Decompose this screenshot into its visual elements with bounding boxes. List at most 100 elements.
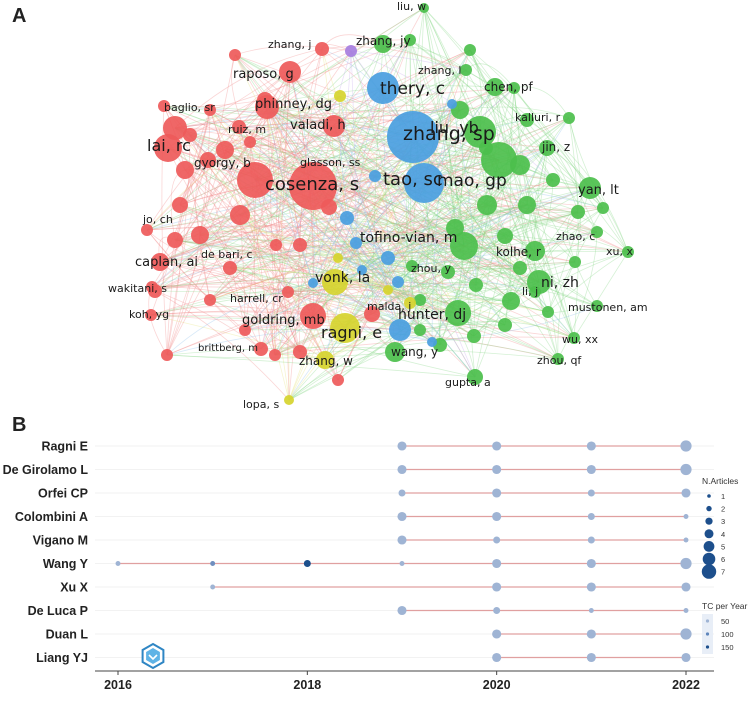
production-point	[586, 558, 596, 569]
network-edge	[189, 134, 246, 331]
node-label: baglio, sr	[164, 101, 215, 114]
network-edge	[224, 149, 326, 361]
network-node-gupta-a	[467, 369, 483, 385]
network-node-zhang-j	[315, 42, 329, 56]
network-edge	[457, 164, 521, 314]
network-edge	[451, 103, 477, 286]
network-edge	[159, 117, 570, 263]
node-label: jo, ch	[142, 213, 173, 226]
network-edge	[387, 231, 598, 259]
network-edge	[146, 229, 262, 350]
node-label: zhou, qf	[537, 354, 582, 367]
network-edge	[254, 154, 500, 181]
network-node-liu-w	[419, 3, 429, 13]
network-edge	[337, 109, 461, 259]
network-edge	[409, 86, 496, 304]
legend-size-label: 5	[721, 542, 725, 551]
network-edge	[439, 291, 536, 346]
network-edge	[274, 244, 301, 353]
network-edge	[229, 87, 515, 269]
network-edge	[339, 95, 401, 331]
network-node-koh-yg	[145, 309, 157, 321]
node-label: zhang, l	[418, 64, 462, 77]
network-edge	[266, 106, 373, 315]
network-edge	[179, 109, 211, 206]
node-label: glasson, ss	[300, 156, 361, 169]
network-edge	[229, 267, 441, 346]
network-edge	[397, 249, 629, 283]
network-edge	[199, 231, 301, 246]
network-edge	[449, 103, 456, 229]
network-edge	[473, 87, 515, 337]
network-edge	[229, 49, 471, 269]
network-edge	[387, 255, 536, 293]
network-edge	[239, 147, 487, 216]
production-point	[397, 605, 407, 616]
legend-size-swatch	[703, 541, 715, 552]
network-edge	[199, 126, 240, 236]
network-edge	[166, 106, 268, 356]
network-edge	[504, 219, 598, 237]
network-node-cosenza-s	[289, 162, 337, 210]
network-edge	[288, 136, 414, 401]
network-node-wang-y	[385, 342, 405, 362]
network-edge	[174, 87, 515, 129]
network-edge	[547, 187, 591, 313]
network-node	[414, 324, 426, 336]
network-node	[546, 173, 560, 187]
network-edge	[324, 281, 540, 361]
network-edge	[244, 269, 363, 331]
network-node	[204, 104, 216, 116]
node-label: liu, w	[397, 0, 426, 13]
network-edge	[159, 261, 314, 317]
network-edge	[346, 217, 449, 273]
network-edge	[474, 147, 548, 378]
author-timeline: Ragni E De Girolamo L Orfei CP Colombini A V…	[3, 440, 748, 693]
network-edge	[287, 283, 421, 301]
network-edge	[229, 267, 506, 326]
network-node-kolhe-r	[525, 241, 545, 261]
network-edge	[387, 187, 591, 291]
network-edge	[321, 48, 336, 283]
network-edge	[350, 50, 467, 71]
network-node-lai-rc	[154, 134, 182, 162]
network-edge	[229, 267, 326, 361]
network-node-caplan-ai	[151, 253, 169, 271]
node-label: raposo, g	[233, 67, 294, 82]
node-label: malda, j	[367, 300, 411, 313]
network-edge	[159, 136, 414, 263]
network-edge	[174, 239, 536, 252]
network-edge	[346, 217, 401, 331]
network-edge	[337, 103, 453, 381]
node-label: valadi, h	[290, 118, 346, 133]
legend-color-label: 100	[721, 630, 734, 639]
network-edge	[151, 286, 314, 317]
network-edge	[337, 257, 477, 286]
network-edge	[154, 290, 512, 302]
network-edge	[328, 147, 487, 208]
network-node-gyorgy-b	[176, 161, 194, 179]
network-edge	[150, 314, 421, 331]
network-edge	[179, 204, 389, 291]
network-edge	[244, 136, 414, 331]
node-label: kolhe, r	[496, 245, 541, 259]
network-node-zhao-c	[591, 226, 603, 238]
network-edge	[229, 266, 421, 301]
network-node-goldring-mb	[300, 303, 326, 329]
network-edge	[312, 109, 461, 284]
legend: N.Articles 1 2 3 4 5 6 7 TC per Year 50 100 150	[701, 476, 748, 654]
legend-size-swatch	[706, 505, 712, 512]
network-edge	[174, 239, 277, 248]
network-edge	[234, 45, 352, 56]
network-edge	[333, 125, 598, 233]
network-edge	[423, 7, 456, 229]
network-edge	[146, 71, 291, 231]
network-edge	[328, 49, 471, 208]
network-node	[357, 265, 367, 275]
network-node	[308, 278, 318, 288]
network-edge	[163, 105, 536, 293]
network-edge	[547, 207, 604, 313]
author-label: Ragni E	[41, 440, 88, 454]
network-edge	[239, 214, 575, 339]
network-edge	[344, 117, 570, 329]
